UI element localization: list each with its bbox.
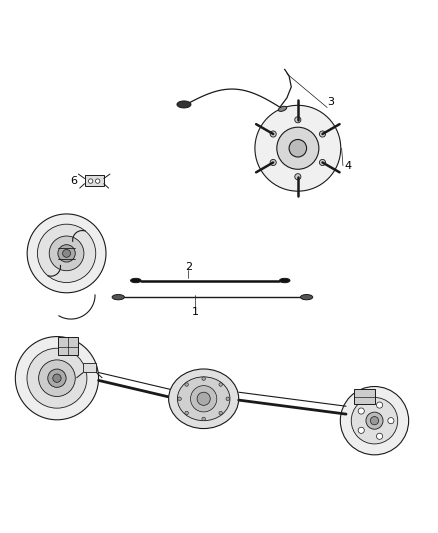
Circle shape	[88, 179, 93, 183]
Ellipse shape	[279, 278, 290, 282]
Circle shape	[295, 174, 301, 180]
Text: 1: 1	[191, 308, 198, 318]
Circle shape	[289, 140, 307, 157]
Circle shape	[319, 159, 325, 166]
Circle shape	[197, 392, 210, 405]
Circle shape	[377, 433, 383, 439]
Circle shape	[358, 408, 364, 414]
FancyBboxPatch shape	[83, 363, 96, 373]
Circle shape	[49, 236, 84, 271]
Circle shape	[185, 411, 188, 415]
Circle shape	[219, 383, 223, 386]
Circle shape	[95, 179, 100, 183]
FancyBboxPatch shape	[85, 175, 104, 187]
Circle shape	[255, 106, 341, 191]
Circle shape	[388, 418, 394, 424]
Text: 6: 6	[70, 176, 77, 186]
Circle shape	[277, 127, 319, 169]
Circle shape	[53, 374, 61, 382]
Circle shape	[48, 369, 66, 387]
Ellipse shape	[177, 101, 191, 108]
Circle shape	[295, 117, 301, 123]
Circle shape	[319, 131, 325, 137]
FancyBboxPatch shape	[354, 389, 375, 405]
Circle shape	[27, 214, 106, 293]
Circle shape	[366, 412, 383, 429]
Circle shape	[191, 386, 217, 412]
Text: 4: 4	[345, 161, 352, 171]
Circle shape	[178, 397, 181, 400]
Circle shape	[371, 417, 378, 425]
Circle shape	[15, 336, 99, 420]
Circle shape	[226, 397, 230, 400]
Circle shape	[358, 427, 364, 433]
Circle shape	[202, 417, 205, 421]
Ellipse shape	[112, 295, 124, 300]
Text: 2: 2	[185, 262, 192, 272]
Circle shape	[270, 131, 276, 137]
Ellipse shape	[131, 278, 141, 282]
Ellipse shape	[169, 369, 239, 429]
Text: 3: 3	[327, 97, 334, 107]
Ellipse shape	[177, 377, 230, 421]
Circle shape	[219, 411, 223, 415]
Circle shape	[351, 398, 398, 444]
Circle shape	[58, 245, 75, 262]
Circle shape	[63, 249, 71, 257]
Circle shape	[39, 360, 75, 397]
Circle shape	[185, 383, 188, 386]
Circle shape	[37, 224, 96, 282]
Circle shape	[270, 159, 276, 166]
Circle shape	[202, 377, 205, 381]
Ellipse shape	[300, 295, 313, 300]
Circle shape	[340, 386, 409, 455]
Circle shape	[377, 402, 383, 408]
FancyBboxPatch shape	[58, 337, 78, 356]
Circle shape	[27, 348, 87, 408]
Ellipse shape	[278, 106, 287, 111]
